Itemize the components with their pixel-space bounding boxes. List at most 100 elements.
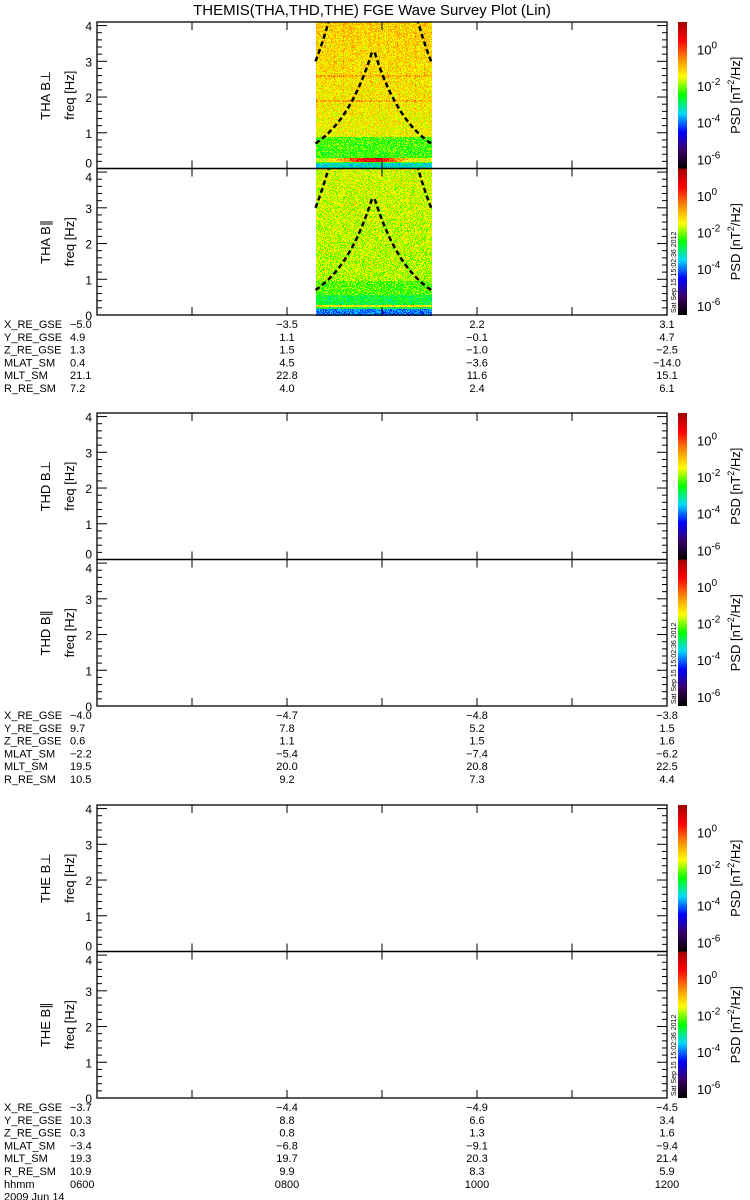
ephemeris-value: −3.4 <box>70 1140 92 1152</box>
ephemeris-row-label: Y_RE_GSE <box>4 1115 62 1127</box>
ephemeris-value: −5.4 <box>276 748 298 760</box>
ephemeris-value: 5.9 <box>659 1166 674 1178</box>
ephemeris-value: −4.5 <box>656 1102 678 1114</box>
ephemeris-value: −3.7 <box>70 1102 92 1114</box>
y-tick-label: 3 <box>85 593 92 607</box>
colorbar-tick-label: 10-4 <box>697 505 721 522</box>
panel-label: THE B⊥ <box>38 853 53 903</box>
panel-label: THA B⊥ <box>38 71 53 120</box>
ephemeris-value: 20.8 <box>466 761 487 773</box>
colorbar-tick-label: 100 <box>697 970 717 987</box>
ephemeris-value: 0.8 <box>279 1128 294 1140</box>
ephemeris-value: −4.4 <box>276 1102 298 1114</box>
y-axis-label: freq [Hz] <box>62 1000 77 1049</box>
colorbar-tick-label: 10-2 <box>697 77 721 94</box>
ephemeris-value: 9.7 <box>70 723 85 735</box>
gyrofrequency-curve <box>416 21 433 62</box>
colorbar-tick-label: 10-6 <box>697 297 721 314</box>
ephemeris-value: −6.8 <box>276 1140 298 1152</box>
colorbar-tick-label: 10-4 <box>697 651 721 668</box>
ephemeris-value: 6.6 <box>469 1115 484 1127</box>
ephemeris-value: 2.2 <box>469 319 484 331</box>
y-tick-label: 3 <box>85 55 92 69</box>
y-tick-label: 0 <box>85 548 92 562</box>
gyrofrequency-curve <box>314 50 374 145</box>
ephemeris-value: −3.5 <box>276 319 298 331</box>
ephemeris-value: −6.2 <box>656 748 678 760</box>
ephemeris-value: 20.0 <box>276 761 297 773</box>
colorbar-tick-label: 100 <box>697 578 717 595</box>
ephemeris-value: 8.8 <box>279 1115 294 1127</box>
time-axis-label: hhmm <box>4 1179 35 1191</box>
y-tick-label: 3 <box>85 202 92 216</box>
panel-label: THA B∥ <box>38 220 53 264</box>
gyrofrequency-curve <box>416 168 433 209</box>
colorbar-tick-label: 10-6 <box>697 1080 721 1097</box>
ephemeris-value: 4.5 <box>279 357 294 369</box>
y-tick-label: 1 <box>85 910 92 924</box>
ephemeris-value: 0.4 <box>70 357 85 369</box>
ephemeris-row-label: R_RE_SM <box>4 1166 56 1178</box>
y-axis-label: freq [Hz] <box>62 71 77 120</box>
ephemeris-value: 1.5 <box>279 345 294 357</box>
ephemeris-value: 21.4 <box>656 1153 677 1165</box>
ephemeris-value: −9.4 <box>656 1140 678 1152</box>
y-tick-label: 1 <box>85 518 92 532</box>
colorbar-label: PSD [nT2/Hz] <box>726 594 743 671</box>
ephemeris-value: 1.3 <box>70 345 85 357</box>
ephemeris-value: −4.7 <box>276 710 298 722</box>
y-axis-label: freq [Hz] <box>62 854 77 903</box>
ephemeris-value: −3.6 <box>466 357 488 369</box>
ephemeris-value: 9.9 <box>279 1166 294 1178</box>
ephemeris-value: 1.6 <box>659 736 674 748</box>
ephemeris-value: 10.5 <box>70 774 91 786</box>
y-tick-label: 4 <box>85 411 92 425</box>
time-tick-label: 1200 <box>655 1179 679 1191</box>
panel-label: THD B∥ <box>38 610 53 656</box>
ephemeris-row-label: MLT_SM <box>4 761 48 773</box>
ephemeris-value: 15.1 <box>656 370 677 382</box>
colorbar-tick-label: 10-4 <box>697 1043 721 1060</box>
creation-timestamp: Sat Sep 15 15:02:36 2012 <box>671 232 678 313</box>
colorbar-tick-label: 10-6 <box>697 688 721 705</box>
ephemeris-value: 0.6 <box>70 736 85 748</box>
y-tick-label: 4 <box>85 171 92 185</box>
y-tick-label: 0 <box>85 700 92 714</box>
y-tick-label: 2 <box>85 629 92 643</box>
ephemeris-value: 6.1 <box>659 383 674 395</box>
ephemeris-value: −0.1 <box>466 332 488 344</box>
plot-title: THEMIS(THA,THD,THE) FGE Wave Survey Plot… <box>193 2 551 19</box>
time-tick-label: 0800 <box>275 1179 299 1191</box>
ephemeris-value: 1.6 <box>659 1128 674 1140</box>
creation-timestamp: Sat Sep 15 15:02:36 2012 <box>671 1015 678 1096</box>
colorbar-tick-label: 10-2 <box>697 1007 721 1024</box>
ephemeris-value: 22.8 <box>276 370 297 382</box>
ephemeris-value: 2.4 <box>469 383 484 395</box>
y-tick-label: 0 <box>85 157 92 171</box>
colorbar-label: PSD [nT2/Hz] <box>726 203 743 280</box>
y-axis-label: freq [Hz] <box>62 608 77 657</box>
ephemeris-row-label: R_RE_SM <box>4 383 56 395</box>
ephemeris-value: 3.1 <box>659 319 674 331</box>
ephemeris-value: 1.3 <box>469 1128 484 1140</box>
ephemeris-value: 4.9 <box>70 332 85 344</box>
ephemeris-value: 10.3 <box>70 1115 91 1127</box>
y-tick-label: 2 <box>85 874 92 888</box>
colorbar-tick-label: 100 <box>697 40 717 57</box>
colorbar-tick-label: 10-4 <box>697 114 721 131</box>
ephemeris-row-label: R_RE_SM <box>4 774 56 786</box>
time-tick-label: 0600 <box>70 1179 94 1191</box>
y-tick-label: 2 <box>85 91 92 105</box>
ephemeris-value: 4.0 <box>279 383 294 395</box>
y-tick-label: 4 <box>85 562 92 576</box>
ephemeris-value: 10.9 <box>70 1166 91 1178</box>
ephemeris-value: 1.5 <box>469 736 484 748</box>
ephemeris-row-label: MLAT_SM <box>4 748 55 760</box>
colorbar-tick-label: 10-2 <box>697 468 721 485</box>
y-tick-label: 0 <box>85 940 92 954</box>
panel-label: THD B⊥ <box>38 461 53 511</box>
ephemeris-value: −5.0 <box>70 319 92 331</box>
colorbar-tick-label: 10-4 <box>697 260 721 277</box>
